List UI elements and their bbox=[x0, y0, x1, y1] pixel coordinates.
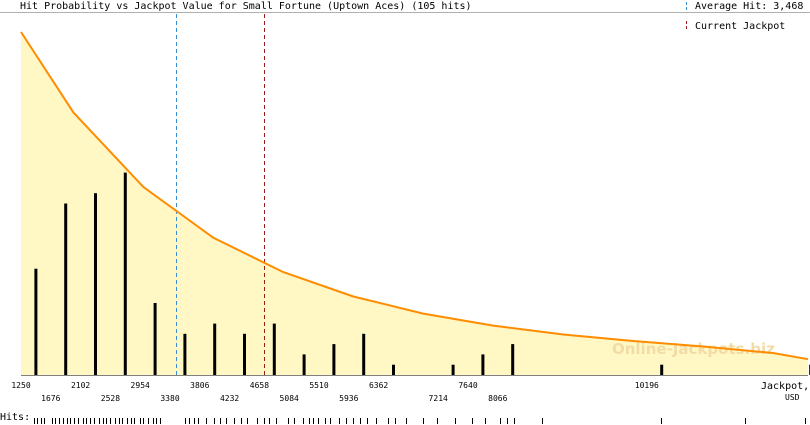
x-tick-label: 10196 bbox=[634, 381, 659, 390]
bar bbox=[153, 303, 157, 375]
bar bbox=[34, 268, 38, 375]
legend-average-hit: Average Hit: 3,468 bbox=[695, 1, 804, 12]
legend-current-jackpot: Current Jackpot bbox=[695, 21, 786, 32]
bar bbox=[64, 203, 68, 375]
x-tick-label: 2528 bbox=[100, 394, 121, 403]
x-tick-label: 2954 bbox=[130, 381, 150, 390]
x-tick-label: 2102 bbox=[70, 381, 91, 390]
bar bbox=[302, 354, 306, 375]
x-axis-label-line1: Jackpot, bbox=[761, 381, 810, 392]
x-tick-label: 5084 bbox=[279, 394, 299, 403]
x-axis-label-line2: USD bbox=[785, 393, 800, 402]
x-tick-label: 4658 bbox=[249, 381, 270, 390]
bar bbox=[243, 333, 246, 375]
bar bbox=[660, 364, 664, 375]
probability-area bbox=[21, 32, 808, 375]
x-tick-label: 4232 bbox=[219, 394, 240, 403]
x-tick-label: 5936 bbox=[339, 394, 359, 403]
bar bbox=[392, 364, 395, 375]
bar bbox=[332, 344, 336, 375]
x-tick-label: 6362 bbox=[368, 381, 389, 390]
watermark-text: Online-Jackpots.biz bbox=[612, 340, 775, 358]
bar bbox=[183, 333, 187, 375]
chart-title: Hit Probability vs Jackpot Value for Sma… bbox=[20, 1, 472, 12]
hits-label: Hits: bbox=[0, 412, 31, 423]
bar bbox=[451, 364, 455, 375]
bar bbox=[272, 323, 276, 375]
x-tick-label: 5510 bbox=[309, 381, 329, 390]
bar bbox=[362, 333, 366, 375]
x-tick-label: 7214 bbox=[428, 394, 448, 403]
bar bbox=[511, 344, 515, 375]
bar bbox=[213, 323, 217, 375]
x-tick-label: 3806 bbox=[190, 381, 210, 390]
bar bbox=[481, 354, 485, 375]
bar bbox=[94, 193, 97, 375]
x-tick-label: 3380 bbox=[160, 394, 180, 403]
x-tick-label: 7640 bbox=[458, 381, 478, 390]
probability-curve bbox=[20, 31, 809, 361]
x-tick-label: 1676 bbox=[41, 394, 61, 403]
bar bbox=[123, 172, 127, 375]
x-tick-label: 8066 bbox=[488, 394, 508, 403]
x-tick-label: 1250 bbox=[11, 381, 31, 390]
